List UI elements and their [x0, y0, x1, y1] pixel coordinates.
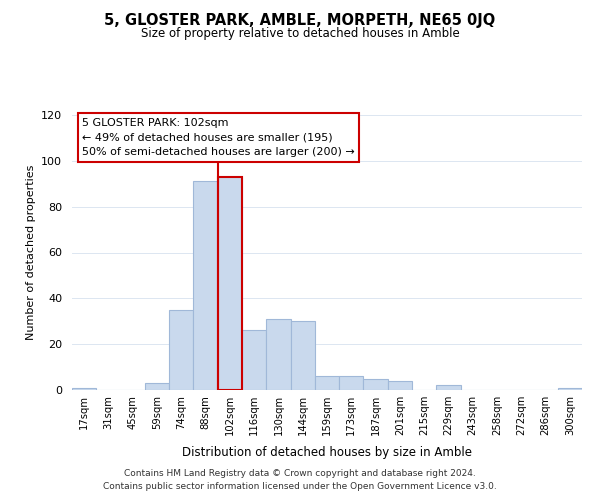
Bar — [558, 388, 582, 390]
Bar — [266, 319, 290, 390]
Text: 5 GLOSTER PARK: 102sqm
← 49% of detached houses are smaller (195)
50% of semi-de: 5 GLOSTER PARK: 102sqm ← 49% of detached… — [82, 118, 355, 158]
Bar — [364, 378, 388, 390]
Bar — [242, 330, 266, 390]
Bar — [315, 376, 339, 390]
Bar — [339, 376, 364, 390]
Bar — [193, 182, 218, 390]
Bar — [436, 386, 461, 390]
Bar — [388, 381, 412, 390]
Text: Contains public sector information licensed under the Open Government Licence v3: Contains public sector information licen… — [103, 482, 497, 491]
Bar — [72, 388, 96, 390]
Text: 5, GLOSTER PARK, AMBLE, MORPETH, NE65 0JQ: 5, GLOSTER PARK, AMBLE, MORPETH, NE65 0J… — [104, 12, 496, 28]
Bar — [218, 177, 242, 390]
Text: Size of property relative to detached houses in Amble: Size of property relative to detached ho… — [140, 28, 460, 40]
Bar — [290, 322, 315, 390]
Bar — [218, 177, 242, 390]
Bar — [169, 310, 193, 390]
Text: Contains HM Land Registry data © Crown copyright and database right 2024.: Contains HM Land Registry data © Crown c… — [124, 468, 476, 477]
Bar — [145, 383, 169, 390]
X-axis label: Distribution of detached houses by size in Amble: Distribution of detached houses by size … — [182, 446, 472, 460]
Y-axis label: Number of detached properties: Number of detached properties — [26, 165, 35, 340]
